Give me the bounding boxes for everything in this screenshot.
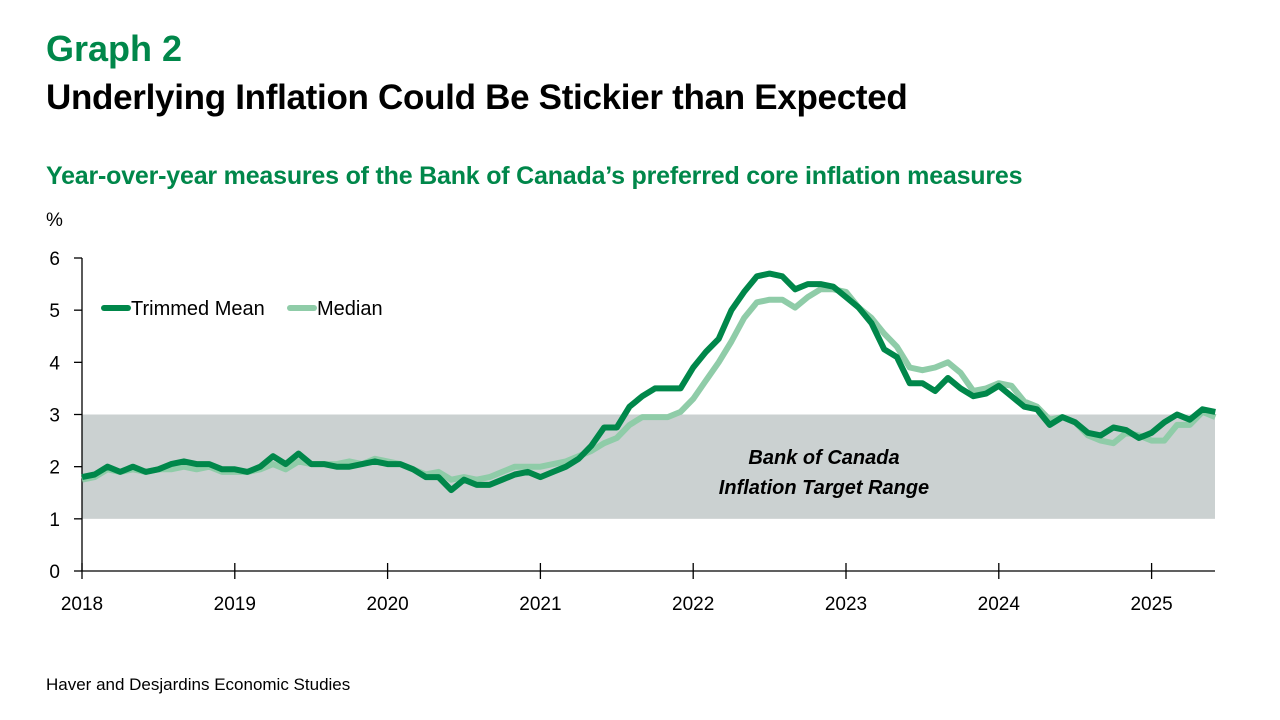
x-tick-label: 2022 — [672, 594, 714, 615]
legend-label-median: Median — [317, 298, 383, 320]
y-tick-label: 1 — [49, 510, 60, 531]
series-line-median — [81, 286, 1217, 483]
y-tick-label: 0 — [49, 562, 60, 583]
x-tick-label: 2019 — [214, 594, 256, 615]
y-axis-unit-label: % — [46, 210, 63, 231]
series-line-trimmed-mean — [81, 270, 1216, 494]
x-tick-label: 2024 — [978, 594, 1021, 615]
x-tick-label: 2023 — [825, 594, 867, 615]
y-tick-label: 2 — [49, 458, 60, 479]
graph-number-label: Graph 2 — [46, 28, 183, 69]
chart-subtitle: Year-over-year measures of the Bank of C… — [46, 162, 1023, 190]
y-tick-label: 3 — [49, 406, 60, 427]
source-note: Haver and Desjardins Economic Studies — [46, 675, 351, 694]
y-tick-label: 5 — [49, 301, 60, 322]
target-range-label-line1: Bank of Canada — [748, 447, 899, 469]
target-range-label-line2: Inflation Target Range — [719, 477, 929, 499]
x-tick-label: 2021 — [519, 594, 561, 615]
y-tick-label: 6 — [49, 249, 60, 270]
x-tick-label: 2025 — [1130, 594, 1172, 615]
y-tick-label: 4 — [49, 353, 60, 374]
inflation-target-band — [82, 414, 1215, 519]
legend-label-trimmed-mean: Trimmed Mean — [131, 298, 265, 320]
x-tick-label: 2018 — [61, 594, 103, 615]
x-tick-label: 2020 — [366, 594, 408, 615]
chart-title: Underlying Inflation Could Be Stickier t… — [46, 78, 908, 117]
